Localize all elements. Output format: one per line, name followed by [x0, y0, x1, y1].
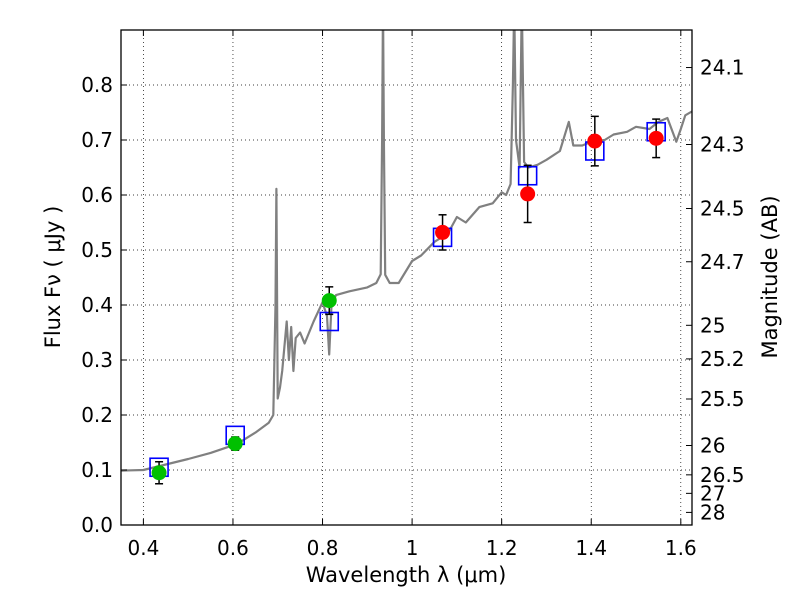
plot-area — [121, 30, 692, 485]
x-tick-label: 1.4 — [575, 536, 607, 560]
x-tick-label: 1.6 — [665, 536, 697, 560]
x-tick-label: 0.4 — [127, 536, 159, 560]
y-tick-label: 0.2 — [81, 403, 113, 427]
observed-green-point — [151, 465, 167, 481]
plot-content — [121, 30, 692, 485]
y-tick-label: 0.1 — [81, 458, 113, 482]
right-tick-label: 25.2 — [700, 347, 745, 371]
observed-red-point — [648, 130, 664, 146]
observed-red-point — [587, 133, 603, 149]
right-tick-label: 24.3 — [700, 132, 745, 156]
right-tick-label: 26.5 — [700, 463, 745, 487]
right-tick-label: 24.1 — [700, 56, 745, 80]
y-tick-label: 0.3 — [81, 348, 113, 372]
x-axis-label: Wavelength λ (μm) — [306, 563, 507, 587]
spectrum-line — [121, 30, 692, 472]
x-tick-label: 0.6 — [217, 536, 249, 560]
y-axis-label: Flux Fν ( μJy ) — [41, 206, 65, 349]
observed-red-point — [520, 186, 536, 202]
model-square — [319, 311, 340, 332]
axes-frame — [120, 29, 693, 526]
y-tick-label: 0.5 — [81, 238, 113, 262]
y-tick-label: 0.4 — [81, 293, 113, 317]
y-tick-label: 0.8 — [81, 73, 113, 97]
right-axis-label: Magnitude (AB) — [758, 195, 782, 358]
right-tick-label: 25.5 — [700, 387, 745, 411]
ticks: 0.4 0.6 0.8 1 1.2 1.4 1.6 0.0 0.1 0.2 0.3 0.4 0.5 0.6… — [81, 30, 745, 560]
x-tick-label: 1 — [406, 536, 419, 560]
y-tick-label: 0.0 — [81, 513, 113, 537]
observed-red-point — [435, 224, 451, 240]
right-tick-label: 25 — [700, 313, 725, 337]
grid — [121, 30, 692, 526]
right-tick-label: 24.7 — [700, 250, 745, 274]
right-tick-label: 24.5 — [700, 197, 745, 221]
right-tick-label: 26 — [700, 434, 725, 458]
y-tick-label: 0.6 — [81, 183, 113, 207]
observed-green-point — [227, 436, 243, 452]
observed-green-point — [321, 293, 337, 309]
x-tick-label: 1.2 — [486, 536, 518, 560]
x-tick-label: 0.8 — [307, 536, 339, 560]
y-tick-label: 0.7 — [81, 128, 113, 152]
right-tick-label: 28 — [700, 500, 725, 524]
right-tick-label: 27 — [700, 481, 725, 505]
